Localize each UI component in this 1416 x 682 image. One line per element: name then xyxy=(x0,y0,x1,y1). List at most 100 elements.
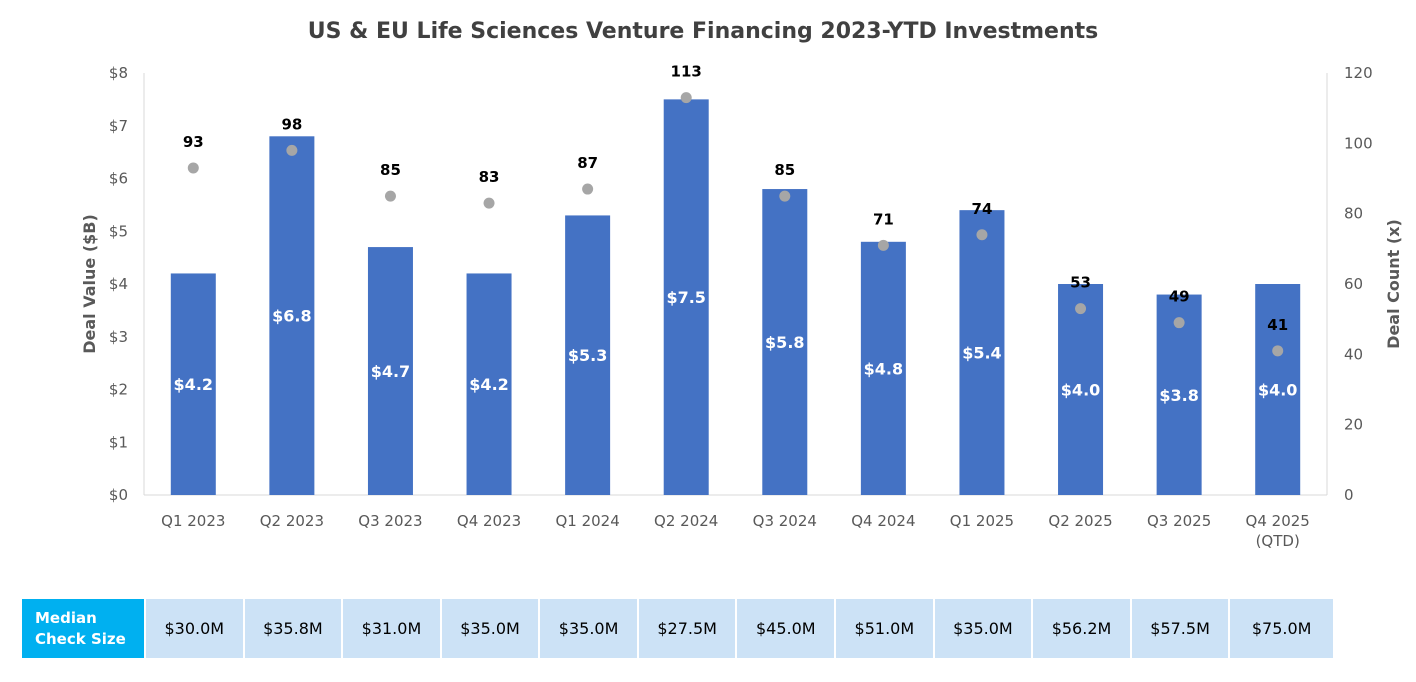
deal-value-bar xyxy=(367,247,413,495)
deal-count-point xyxy=(582,183,594,195)
x-axis-category-label: Q4 2025 (QTD) xyxy=(1246,512,1310,550)
deal-value-label: $3.8 xyxy=(1159,386,1198,405)
x-axis-category-label: Q1 2023 xyxy=(161,512,225,530)
deal-count-points xyxy=(187,92,1284,357)
median-cell: $35.0M xyxy=(932,599,1032,658)
deal-count-label: 53 xyxy=(1070,274,1091,292)
left-axis-tick-label: $5 xyxy=(109,222,128,240)
x-axis-category-line: Q3 2025 xyxy=(1147,512,1211,530)
chart-title: US & EU Life Sciences Venture Financing … xyxy=(308,19,1098,44)
deal-count-point xyxy=(483,197,495,209)
left-axis-tick-label: $8 xyxy=(109,64,128,82)
deal-value-bar xyxy=(1255,284,1301,495)
deal-count-label: 87 xyxy=(577,154,598,172)
x-axis-category-label: Q3 2024 xyxy=(753,512,817,530)
right-axis-tick-label: 0 xyxy=(1344,486,1354,504)
deal-count-label: 113 xyxy=(671,63,702,81)
left-axis-tick-label: $7 xyxy=(109,117,128,135)
deal-count-point xyxy=(877,239,889,251)
data-labels: $4.2 $6.8 $4.7 $4.2 $5.3 $7.5 $5.8 $4.8 $5.4 $4.0… xyxy=(174,63,1298,405)
median-check-size-header: Median Check Size xyxy=(22,599,144,658)
deal-value-label: $4.8 xyxy=(864,359,903,378)
median-check-size-table: Median Check Size $30.0M $35.8M $31.0M $… xyxy=(22,599,1333,658)
deal-value-bar xyxy=(860,241,906,495)
left-axis-tick-label: $0 xyxy=(109,486,128,504)
deal-value-bar xyxy=(565,215,611,496)
median-header-line-1: Median xyxy=(35,609,97,627)
x-axis-category-label: Q4 2024 xyxy=(851,512,915,530)
bars xyxy=(170,99,1301,496)
x-axis-category-label: Q1 2024 xyxy=(555,512,619,530)
x-axis-category-label: Q2 2024 xyxy=(654,512,718,530)
deal-value-bar xyxy=(466,273,512,495)
right-axis-tick-label: 120 xyxy=(1344,64,1373,82)
median-cell: $56.2M xyxy=(1031,599,1130,658)
deal-value-label: $4.7 xyxy=(371,362,410,381)
left-axis-tick-label: $4 xyxy=(109,275,128,293)
median-cell: $75.0M xyxy=(1228,599,1333,658)
left-axis-title: Deal Value ($B) xyxy=(80,214,99,354)
deal-value-label: $7.5 xyxy=(666,288,705,307)
chart: US & EU Life Sciences Venture Financing … xyxy=(80,19,1403,550)
median-header-line-2: Check Size xyxy=(35,630,126,648)
deal-value-label: $5.4 xyxy=(962,344,1001,363)
median-cell: $35.0M xyxy=(439,599,539,658)
deal-value-bar xyxy=(959,210,1005,495)
x-axis-category-line: Q2 2024 xyxy=(654,512,718,530)
x-axis-category-line: Q4 2024 xyxy=(851,512,915,530)
median-cell: $51.0M xyxy=(834,599,933,658)
x-axis-category-line: Q1 2024 xyxy=(555,512,619,530)
right-axis-tick-label: 60 xyxy=(1344,275,1363,293)
x-axis-category-label: Q1 2025 xyxy=(950,512,1014,530)
deal-value-label: $4.0 xyxy=(1061,381,1100,400)
x-axis-category-line: Q3 2023 xyxy=(358,512,422,530)
deal-value-bar xyxy=(1058,284,1104,495)
x-axis-category-line: (QTD) xyxy=(1256,532,1300,550)
deal-count-label: 85 xyxy=(380,161,401,179)
deal-count-point xyxy=(187,162,199,174)
deal-count-point xyxy=(286,144,298,156)
right-axis-title: Deal Count (x) xyxy=(1384,219,1403,349)
deal-value-label: $4.2 xyxy=(174,375,213,394)
x-axis-category-label: Q4 2023 xyxy=(457,512,521,530)
deal-count-point xyxy=(384,190,396,202)
deal-count-label: 83 xyxy=(479,168,500,186)
deal-value-bar xyxy=(170,273,216,495)
x-axis-category-label: Q2 2023 xyxy=(260,512,324,530)
deal-count-point xyxy=(1075,303,1087,315)
median-cell: $45.0M xyxy=(735,599,835,658)
deal-value-bar xyxy=(762,189,808,496)
x-axis-category-line: Q1 2025 xyxy=(950,512,1014,530)
deal-value-label: $5.8 xyxy=(765,333,804,352)
x-axis-category-label: Q3 2025 xyxy=(1147,512,1211,530)
deal-count-point xyxy=(1173,317,1185,329)
median-cell: $57.5M xyxy=(1129,599,1229,658)
deal-value-label: $5.3 xyxy=(568,346,607,365)
deal-count-label: 85 xyxy=(774,161,795,179)
left-axis-tick-label: $3 xyxy=(109,328,128,346)
deal-count-label: 98 xyxy=(281,115,302,133)
deal-count-label: 49 xyxy=(1169,288,1190,306)
deal-count-label: 93 xyxy=(183,133,204,151)
deal-count-label: 41 xyxy=(1267,316,1288,334)
median-cell: $27.5M xyxy=(636,599,736,658)
deal-count-point xyxy=(779,190,791,202)
right-axis-tick-label: 20 xyxy=(1344,416,1363,434)
deal-value-label: $6.8 xyxy=(272,307,311,326)
left-axis-tick-label: $1 xyxy=(109,433,128,451)
deal-value-bar xyxy=(663,99,709,495)
deal-value-bar xyxy=(269,136,315,496)
deal-count-point xyxy=(976,229,988,241)
deal-count-point xyxy=(680,92,692,104)
x-axis-category-label: Q2 2025 xyxy=(1048,512,1112,530)
x-axis-category-line: Q4 2023 xyxy=(457,512,521,530)
right-axis-tick-label: 100 xyxy=(1344,134,1373,152)
deal-value-label: $4.2 xyxy=(469,375,508,394)
median-cell: $31.0M xyxy=(341,599,440,658)
x-axis-category-line: Q3 2024 xyxy=(753,512,817,530)
axes: $0 $1 $2 $3 $4 $5 $6 $7 $8 0 20 40 60 80 100 120 Deal Va… xyxy=(80,64,1403,550)
deal-count-label: 74 xyxy=(972,200,993,218)
right-axis-tick-label: 80 xyxy=(1344,205,1363,223)
x-axis-category-line: Q4 2025 xyxy=(1246,512,1310,530)
x-axis-category-line: Q1 2023 xyxy=(161,512,225,530)
